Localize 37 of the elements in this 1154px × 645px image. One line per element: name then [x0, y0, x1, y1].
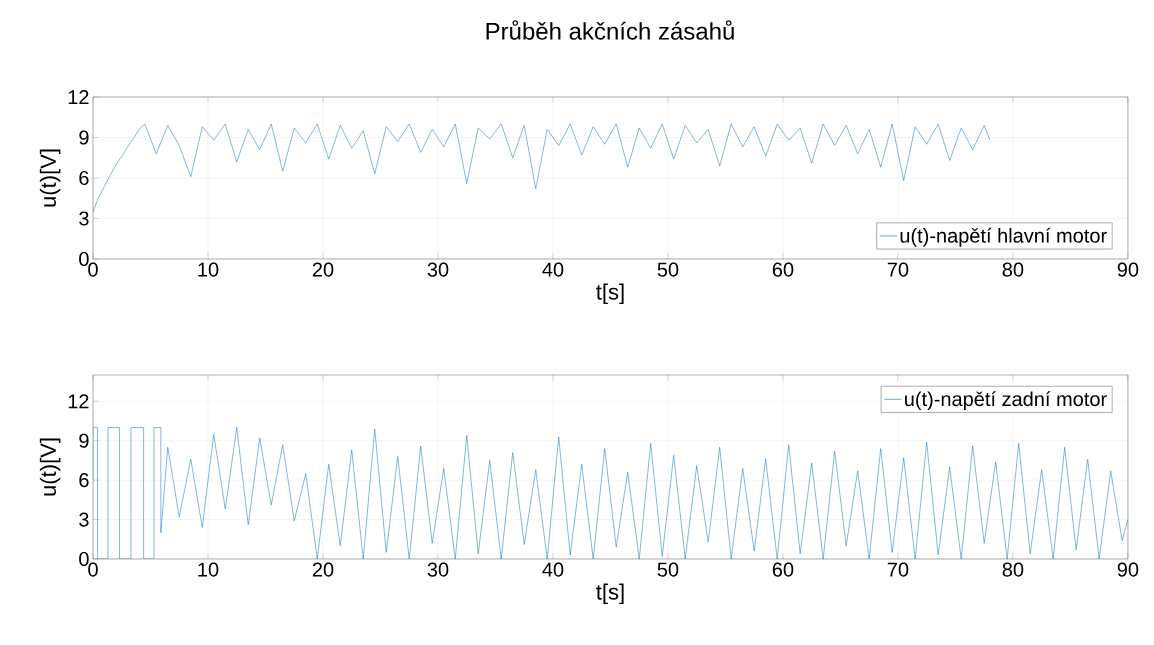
x-tick-label: 40 [542, 262, 564, 277]
y-tick-label: 6 [79, 170, 89, 186]
y-tick-label: 9 [79, 130, 89, 145]
x-tick-label: 90 [1117, 262, 1139, 277]
x-tick-label: 80 [1002, 562, 1024, 577]
x-tick-label: 50 [657, 262, 679, 277]
line-series [93, 123, 991, 212]
y-tick-label: 12 [68, 394, 89, 409]
y-tick-label: 9 [79, 433, 89, 448]
x-tick-label: 20 [312, 262, 334, 277]
legend-label: u(t)-napětí zadní motor [905, 391, 1107, 411]
y-tick-label: 6 [79, 473, 89, 488]
x-tick-label: 90 [1117, 562, 1139, 577]
y-axis-title: u(t)[V] [39, 149, 61, 207]
legend-label: u(t)-napětí hlavní motor [900, 227, 1107, 247]
x-tick-label: 20 [312, 562, 334, 577]
x-tick-label: 80 [1002, 262, 1024, 277]
y-tick-label: 3 [79, 211, 89, 226]
x-tick-label: 70 [887, 562, 909, 577]
y-tick-label: 0 [79, 251, 89, 267]
y-tick-label: 12 [68, 90, 89, 104]
line-series [93, 427, 1128, 559]
x-tick-label: 10 [198, 262, 219, 277]
x-tick-label: 30 [427, 262, 449, 277]
x-tick-label: 40 [542, 562, 564, 577]
x-tick-label: 60 [772, 562, 794, 577]
y-axis-title: u(t)[V] [39, 438, 61, 496]
x-tick-label: 70 [887, 262, 909, 277]
y-tick-label: 0 [79, 551, 89, 567]
x-tick-label: 50 [657, 562, 679, 577]
x-tick-label: 30 [427, 562, 449, 577]
x-tick-label: 60 [772, 262, 794, 277]
x-axis-title: t[s] [596, 583, 624, 605]
y-tick-label: 3 [79, 512, 89, 527]
x-tick-label: 10 [198, 562, 219, 577]
chart-title: Průběh akčních zásahů [486, 20, 734, 40]
x-axis-title: t[s] [596, 283, 624, 305]
